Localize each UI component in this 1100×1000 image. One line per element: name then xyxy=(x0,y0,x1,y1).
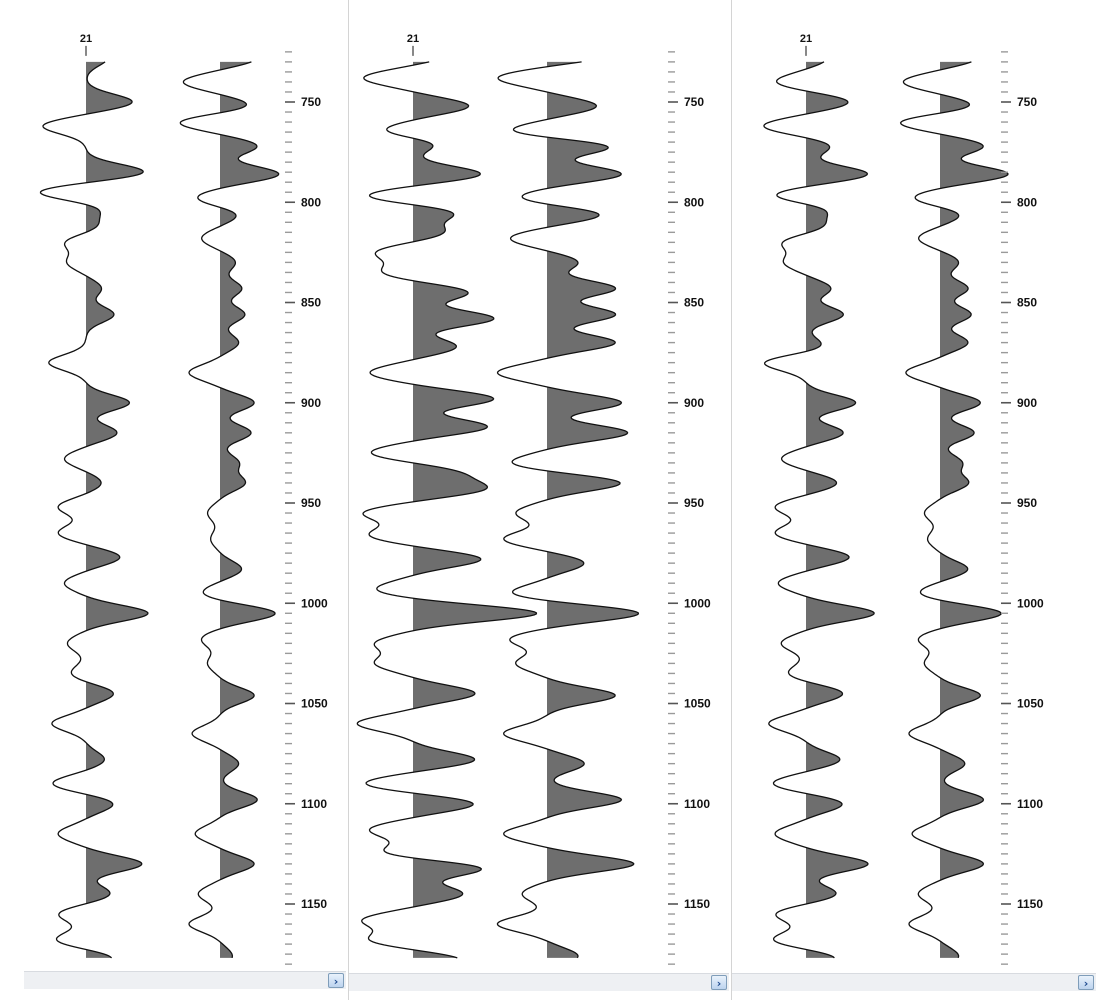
scroll-right-button-1[interactable]: › xyxy=(328,973,344,988)
horizontal-scrollbar-1[interactable]: › xyxy=(24,971,346,989)
scroll-right-button-2[interactable]: › xyxy=(711,975,727,990)
depth-tick-label: 800 xyxy=(1017,195,1037,209)
depth-tick-label: 850 xyxy=(301,296,321,310)
depth-tick-label: 900 xyxy=(684,396,704,410)
trace-fill-p2-t2 xyxy=(547,61,639,958)
seismic-panel-2-plot: 21 750 800 850 900 950 1000 1050 1100 1150 xyxy=(356,33,711,965)
seismic-panel-2: 21 750 800 850 900 950 1000 1050 1100 1150 › xyxy=(349,0,731,1000)
depth-tick-label: 1100 xyxy=(1017,797,1043,811)
trace-fill-p3-t2 xyxy=(940,61,1008,958)
depth-tick-label: 1000 xyxy=(684,596,711,610)
seismic-panel-1-plot: 21 750 800 850 900 950 1000 1050 1100 1150 xyxy=(39,33,328,965)
depth-tick-label: 1050 xyxy=(684,697,711,711)
trace-fill-p1-t2 xyxy=(220,61,279,958)
depth-tick-label: 1000 xyxy=(1017,596,1044,610)
horizontal-scrollbar-3[interactable]: › xyxy=(732,973,1096,991)
trace-wiggle-p1-t2 xyxy=(179,61,280,958)
horizontal-scrollbar-2[interactable]: › xyxy=(349,973,729,991)
seismic-panel-3: 21 750 800 850 900 950 1000 1050 1100 1150 › xyxy=(732,0,1098,1000)
trace-label: 21 xyxy=(80,33,92,45)
depth-tick-label: 950 xyxy=(1017,496,1037,510)
depth-tick-label: 750 xyxy=(301,95,321,109)
trace-label: 21 xyxy=(800,33,812,45)
depth-tick-label: 1000 xyxy=(301,596,328,610)
depth-tick-label: 1100 xyxy=(684,797,710,811)
trace-wiggle-p2-t1 xyxy=(356,61,538,959)
depth-tick-label: 900 xyxy=(301,396,321,410)
depth-tick-label: 750 xyxy=(1017,95,1037,109)
depth-tick-label: 850 xyxy=(684,296,704,310)
panel-divider xyxy=(731,0,732,1000)
seismic-panel-1: 21 750 800 850 900 950 1000 1050 1100 1150 › xyxy=(0,0,348,1000)
scroll-right-button-3[interactable]: › xyxy=(1078,975,1094,990)
trace-wiggle-p2-t2 xyxy=(496,61,640,959)
depth-tick-label: 800 xyxy=(684,195,704,209)
trace-wiggle-p1-t1 xyxy=(39,61,149,959)
trace-fill-p3-t1 xyxy=(806,61,875,958)
trace-label: 21 xyxy=(407,33,419,45)
seismic-panel-3-plot: 21 750 800 850 900 950 1000 1050 1100 1150 xyxy=(763,33,1044,965)
depth-tick-label: 1050 xyxy=(301,697,328,711)
depth-tick-label: 1150 xyxy=(684,897,710,911)
depth-tick-label: 1100 xyxy=(301,797,327,811)
trace-fill-p1-t1 xyxy=(86,61,148,958)
depth-tick-label: 1150 xyxy=(301,897,327,911)
depth-tick-label: 800 xyxy=(301,195,321,209)
depth-tick-label: 1050 xyxy=(1017,697,1044,711)
depth-tick-label: 900 xyxy=(1017,396,1037,410)
depth-tick-label: 950 xyxy=(301,496,321,510)
depth-tick-label: 750 xyxy=(684,95,704,109)
depth-tick-label: 1150 xyxy=(1017,897,1043,911)
depth-tick-label: 950 xyxy=(684,496,704,510)
trace-wiggle-p3-t2 xyxy=(899,61,1009,959)
depth-tick-label: 850 xyxy=(1017,296,1037,310)
trace-wiggle-p3-t1 xyxy=(763,61,875,959)
panel-divider xyxy=(348,0,349,1000)
